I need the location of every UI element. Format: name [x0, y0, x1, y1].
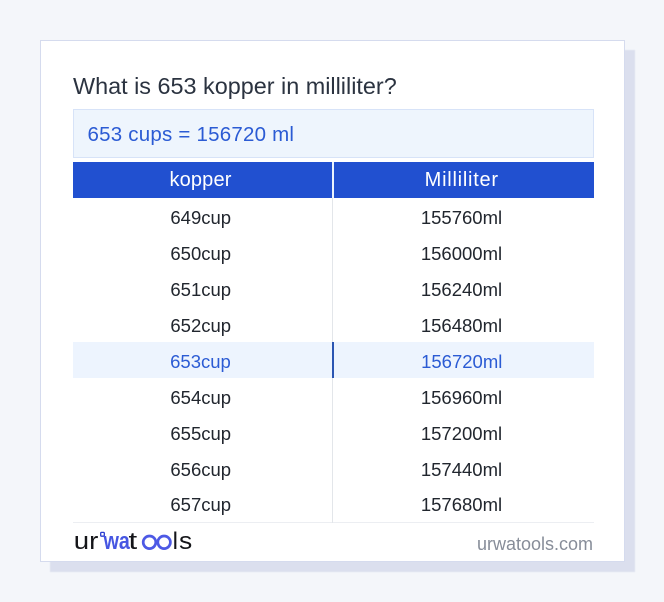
svg-text:l: l [173, 528, 178, 555]
svg-text:s: s [179, 528, 192, 555]
svg-text:t: t [129, 527, 138, 554]
svg-text:ur: ur [75, 529, 99, 555]
svg-text:wa: wa [103, 527, 131, 554]
